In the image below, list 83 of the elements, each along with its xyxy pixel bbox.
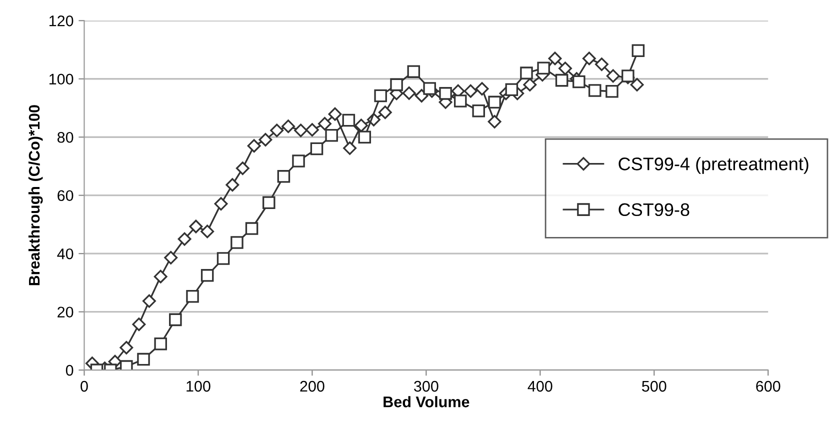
point xyxy=(169,313,182,326)
y-tick-label: 120 xyxy=(49,15,74,26)
point xyxy=(318,116,332,130)
point xyxy=(294,124,308,138)
point xyxy=(537,62,550,74)
point xyxy=(200,269,214,282)
point xyxy=(258,133,272,146)
point xyxy=(630,78,644,92)
point xyxy=(120,360,133,370)
point xyxy=(154,270,168,284)
point xyxy=(488,96,501,109)
point xyxy=(606,69,620,83)
point xyxy=(523,78,537,92)
point xyxy=(282,120,295,134)
legend-label: CST99-8 xyxy=(618,203,690,216)
point xyxy=(200,224,214,238)
point xyxy=(407,65,420,78)
point xyxy=(454,94,467,108)
x-tick-label: 200 xyxy=(300,380,324,392)
point xyxy=(137,352,150,366)
point xyxy=(588,84,602,97)
y-axis-title: Breakthrough (C/Co)*100 xyxy=(28,105,43,286)
point xyxy=(374,89,387,102)
x-tick-label: 400 xyxy=(528,380,552,392)
point xyxy=(354,118,368,132)
point xyxy=(328,107,342,121)
point xyxy=(292,154,305,168)
x-tick-label: 300 xyxy=(414,380,438,392)
point xyxy=(186,290,199,303)
point xyxy=(178,232,192,246)
point xyxy=(402,86,416,100)
point xyxy=(488,114,502,128)
point xyxy=(164,250,178,264)
point xyxy=(472,104,485,118)
point xyxy=(230,236,244,249)
point xyxy=(582,52,596,66)
point xyxy=(247,139,261,153)
point xyxy=(342,114,356,127)
point xyxy=(475,82,489,96)
point xyxy=(555,74,568,87)
point xyxy=(378,106,392,120)
legend-label: CST99-4 (pretreatment) xyxy=(618,157,808,174)
point xyxy=(423,82,436,95)
point xyxy=(216,252,230,265)
point xyxy=(358,130,372,144)
point xyxy=(142,294,156,308)
point xyxy=(310,142,324,156)
point xyxy=(132,318,146,332)
x-tick-label: 0 xyxy=(80,380,88,392)
point xyxy=(632,44,645,58)
x-tick-label: 500 xyxy=(642,380,666,392)
y-tick-label: 80 xyxy=(57,132,74,143)
y-tick-label: 20 xyxy=(58,306,74,318)
point xyxy=(245,222,258,235)
point xyxy=(464,84,478,98)
y-tick-label: 40 xyxy=(57,248,74,260)
x-tick-label: 600 xyxy=(756,380,780,392)
point xyxy=(189,220,203,234)
point xyxy=(558,62,572,76)
point xyxy=(520,66,533,80)
point xyxy=(270,124,284,138)
point xyxy=(439,87,452,100)
point xyxy=(505,83,518,96)
y-tick-label: 0 xyxy=(66,364,74,376)
point xyxy=(548,52,562,66)
y-tick-label: 100 xyxy=(49,74,74,85)
point xyxy=(606,85,618,98)
point xyxy=(572,75,586,88)
y-tick-label: 60 xyxy=(58,190,74,202)
point xyxy=(226,178,240,192)
point xyxy=(305,123,319,137)
point xyxy=(325,128,338,142)
point xyxy=(594,58,608,72)
point xyxy=(343,141,357,155)
x-tick-label: 100 xyxy=(186,380,210,392)
x-axis-title: Bed Volume xyxy=(384,396,470,408)
point xyxy=(390,78,403,92)
point xyxy=(277,170,290,183)
point xyxy=(120,340,134,354)
point xyxy=(154,337,167,350)
point xyxy=(236,162,250,175)
point xyxy=(262,196,276,210)
point xyxy=(214,197,228,211)
